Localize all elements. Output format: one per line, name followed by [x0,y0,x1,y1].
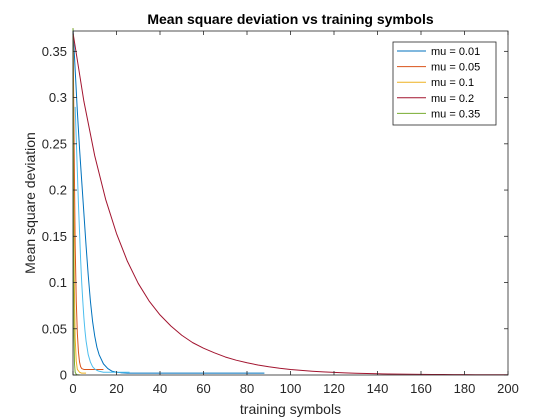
x-tick-label: 0 [69,381,76,396]
legend-entry: mu = 0.35 [431,108,480,120]
x-tick-label: 100 [280,381,302,396]
series-line-5 [74,106,130,373]
legend-entry: mu = 0.01 [431,46,480,58]
x-tick-label: 140 [367,381,389,396]
series-line-1 [72,28,104,370]
y-axis-ticks: 0 0.05 0.1 0.15 0.2 0.25 0.3 0.35 [42,44,508,383]
legend-entry: mu = 0.05 [431,62,480,74]
y-tick-label: 0.15 [42,229,67,244]
x-tick-label: 200 [497,381,519,396]
y-tick-label: 0.2 [49,183,67,198]
x-tick-label: 160 [410,381,432,396]
legend-entry: mu = 0.1 [431,77,474,89]
legend-entry: mu = 0.2 [431,93,474,105]
series-line-0 [72,28,265,374]
x-tick-label: 60 [196,381,210,396]
y-tick-label: 0.3 [49,90,67,105]
y-tick-label: 0.05 [42,321,67,336]
x-axis-ticks: 0 20 40 60 80 100 120 140 160 180 200 [69,31,519,396]
x-tick-label: 80 [240,381,254,396]
x-tick-label: 180 [454,381,476,396]
y-tick-label: 0.25 [42,136,67,151]
legend-box [392,41,497,126]
legend: mu = 0.01 mu = 0.05 mu = 0.1 mu = 0.2 mu = 0… [392,41,497,126]
y-tick-label: 0 [60,368,67,383]
chart-title: Mean square deviation vs training symbol… [147,11,434,27]
y-tick-label: 0.1 [49,275,67,290]
x-tick-label: 20 [109,381,123,396]
y-axis-label: Mean square deviation [22,132,38,274]
x-tick-label: 40 [153,381,167,396]
series-line-3 [72,32,508,376]
y-tick-label: 0.35 [42,44,67,59]
x-tick-label: 120 [323,381,345,396]
x-axis-label: training symbols [240,401,341,417]
